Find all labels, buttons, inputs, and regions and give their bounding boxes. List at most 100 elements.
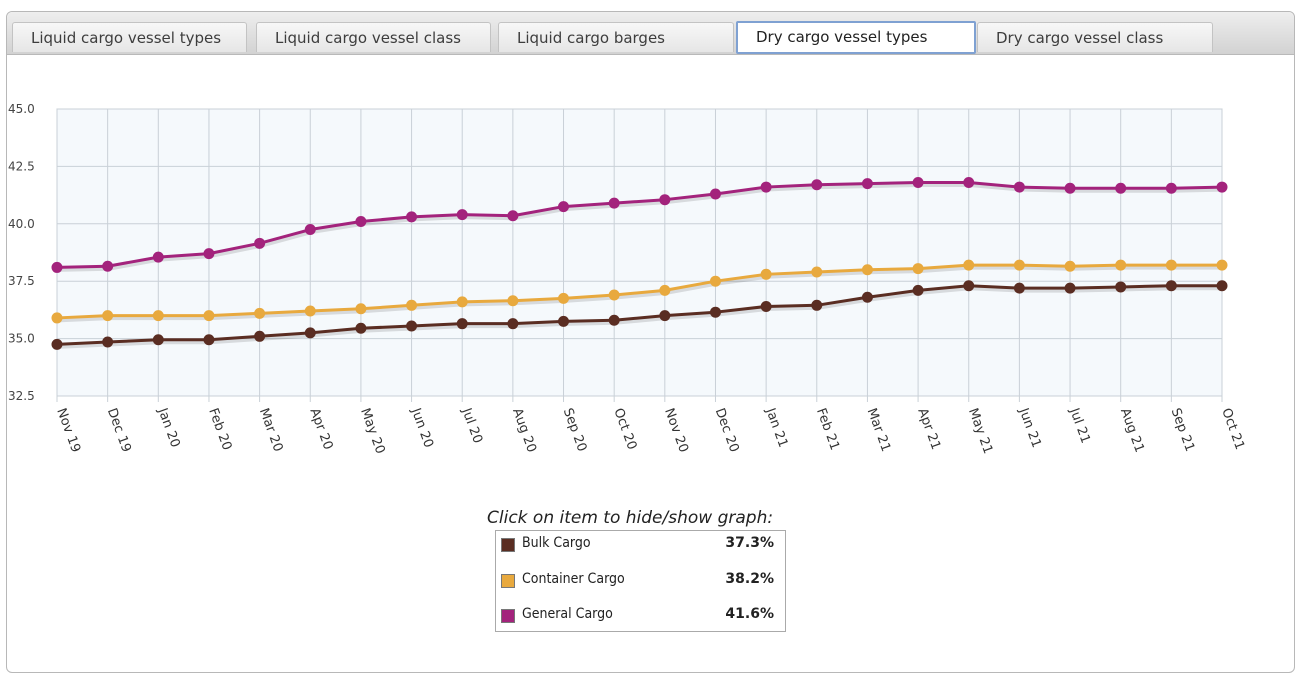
data-point xyxy=(709,306,721,318)
data-point xyxy=(709,275,721,287)
tab-liquid-cargo-barges[interactable]: Liquid cargo barges xyxy=(498,22,734,52)
data-point xyxy=(1216,259,1228,271)
data-point xyxy=(558,292,570,304)
data-point xyxy=(152,334,164,346)
legend-title: Click on item to hide/show graph: xyxy=(487,508,774,528)
x-tick-label: Aug 21 xyxy=(1117,406,1147,454)
data-point xyxy=(304,224,316,236)
data-point xyxy=(406,211,418,223)
data-point xyxy=(963,176,975,188)
data-point xyxy=(254,307,266,319)
x-tick-label: Jul 20 xyxy=(458,405,485,445)
series-line-shadow xyxy=(57,181,1224,272)
legend-item-value: 41.6% xyxy=(725,606,774,622)
tab-bar: Liquid cargo vessel types Liquid cargo v… xyxy=(7,12,1294,55)
data-point xyxy=(1013,181,1025,193)
x-tick-label: Feb 20 xyxy=(205,406,234,452)
legend-item-label: Container Cargo xyxy=(522,571,625,587)
x-tick-label: Dec 19 xyxy=(104,406,134,454)
data-point xyxy=(558,201,570,213)
data-point xyxy=(355,303,367,315)
data-point xyxy=(811,299,823,311)
data-point xyxy=(659,310,671,322)
data-point xyxy=(152,251,164,263)
data-point xyxy=(1013,259,1025,271)
tab-liquid-cargo-vessel-types[interactable]: Liquid cargo vessel types xyxy=(12,22,247,52)
line-chart: 32.5 35.0 37.5 40.0 42.5 45.0 Nov 19 Dec 19 Jan … xyxy=(8,102,1247,456)
data-point xyxy=(507,210,519,222)
series-line-shadow xyxy=(57,285,1223,349)
x-tick-label: Oct 20 xyxy=(610,406,639,452)
legend-item-general-cargo[interactable]: General Cargo 41.6% xyxy=(496,603,785,629)
data-point xyxy=(760,181,772,193)
x-tick-label: Jul 21 xyxy=(1066,405,1093,445)
data-point xyxy=(963,280,975,292)
data-point xyxy=(608,289,620,301)
y-tick-label: 40.0 xyxy=(8,217,35,231)
data-point xyxy=(659,194,671,206)
data-point xyxy=(203,310,215,322)
data-point xyxy=(1165,280,1177,292)
x-tick-label: Sep 20 xyxy=(560,406,590,454)
series-line xyxy=(56,180,1223,269)
data-point xyxy=(102,336,114,348)
y-tick-label: 32.5 xyxy=(8,389,35,403)
data-point xyxy=(406,320,418,332)
x-tick-label: Aug 20 xyxy=(509,406,539,454)
data-point xyxy=(1064,282,1076,294)
data-point xyxy=(1115,182,1127,194)
data-point xyxy=(1064,260,1076,272)
data-point xyxy=(304,305,316,317)
data-point xyxy=(912,263,924,275)
data-point xyxy=(608,314,620,326)
legend-item-value: 37.3% xyxy=(725,535,774,551)
legend-item-label: General Cargo xyxy=(522,606,613,622)
data-point xyxy=(507,318,519,330)
data-point xyxy=(152,310,164,322)
data-point xyxy=(51,261,63,273)
data-point xyxy=(861,291,873,303)
legend-item-bulk-cargo[interactable]: Bulk Cargo 37.3% xyxy=(496,532,785,558)
legend-item-value: 38.2% xyxy=(725,571,774,587)
x-tick-label: Sep 21 xyxy=(1168,406,1198,454)
data-point xyxy=(1064,182,1076,194)
data-point xyxy=(456,296,468,308)
data-point xyxy=(912,176,924,188)
data-point xyxy=(1115,259,1127,271)
data-point xyxy=(507,295,519,307)
bulk-cargo-swatch xyxy=(501,538,515,552)
data-point xyxy=(861,178,873,190)
legend-item-container-cargo[interactable]: Container Cargo 38.2% xyxy=(496,568,785,594)
legend: Bulk Cargo 37.3% Container Cargo 38.2% G… xyxy=(495,530,786,632)
data-point xyxy=(254,330,266,342)
data-point xyxy=(51,338,63,350)
x-tick-label: Dec 20 xyxy=(712,406,742,454)
data-point xyxy=(760,268,772,280)
y-tick-label: 45.0 xyxy=(8,102,35,116)
data-point xyxy=(1216,280,1228,292)
x-tick-label: Jan 20 xyxy=(154,405,182,449)
data-point xyxy=(254,237,266,249)
data-point xyxy=(304,327,316,339)
x-tick-label: Oct 21 xyxy=(1218,406,1247,452)
data-point xyxy=(355,216,367,228)
data-point xyxy=(355,322,367,334)
series-line xyxy=(56,284,1222,346)
y-tick-label: 37.5 xyxy=(8,274,35,288)
data-point xyxy=(1216,181,1228,193)
tab-dry-cargo-vessel-class[interactable]: Dry cargo vessel class xyxy=(977,22,1213,52)
container-cargo-swatch xyxy=(501,574,515,588)
x-tick-label: Feb 21 xyxy=(813,406,842,452)
data-point xyxy=(1165,182,1177,194)
data-point xyxy=(811,266,823,278)
data-point xyxy=(558,315,570,327)
tab-liquid-cargo-vessel-class[interactable]: Liquid cargo vessel class xyxy=(256,22,491,52)
plot-area xyxy=(56,108,1223,397)
data-point xyxy=(456,318,468,330)
data-point xyxy=(102,260,114,272)
x-tick-label: May 20 xyxy=(357,406,387,456)
x-tick-label: Apr 20 xyxy=(307,406,336,452)
tab-dry-cargo-vessel-types[interactable]: Dry cargo vessel types xyxy=(736,21,976,54)
data-point xyxy=(811,179,823,191)
data-point xyxy=(912,284,924,296)
